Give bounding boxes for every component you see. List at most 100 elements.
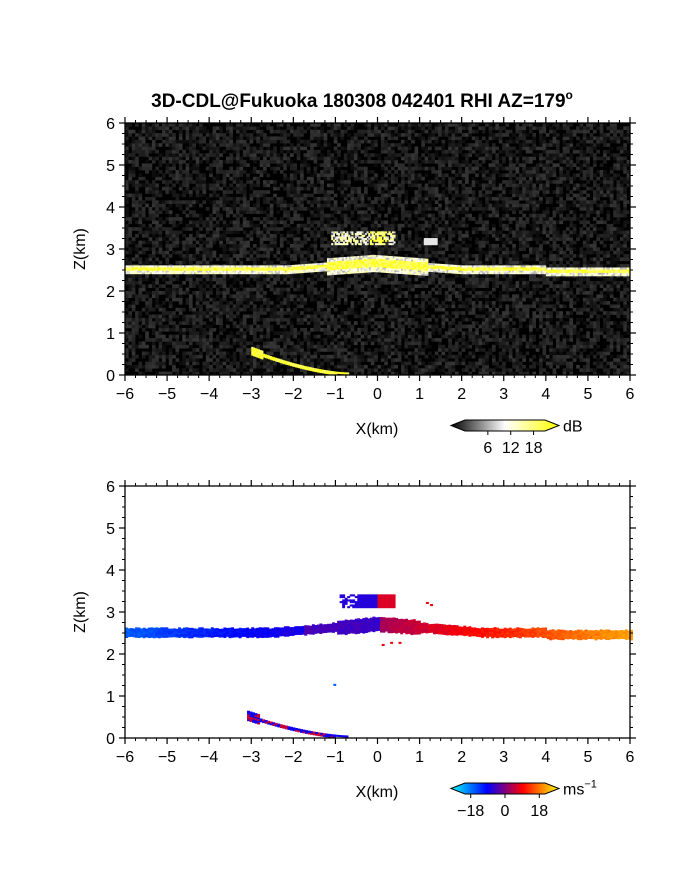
noise-cell: [172, 200, 176, 204]
noise-cell: [182, 354, 186, 359]
noise-cell: [407, 133, 412, 137]
noise-cell: [266, 344, 271, 349]
noise-cell: [384, 139, 388, 144]
noise-cell: [162, 156, 166, 161]
noise-cell: [424, 146, 429, 151]
noise-cell: [434, 274, 439, 278]
noise-cell: [438, 327, 442, 332]
noise-cell: [263, 149, 267, 154]
noise-cell: [337, 351, 341, 356]
noise-cell: [185, 173, 190, 178]
noise-cell: [168, 237, 173, 241]
noise-cell: [283, 129, 287, 134]
noise-cell: [441, 304, 446, 309]
noise-cell: [209, 200, 213, 204]
noise-cell: [424, 223, 429, 228]
noise-cell: [303, 368, 308, 372]
noise-cell: [306, 217, 311, 221]
noise-cell: [364, 166, 368, 171]
noise-cell: [360, 139, 365, 144]
noise-cell: [333, 307, 338, 312]
noise-cell: [421, 143, 425, 147]
noise-cell: [215, 307, 220, 312]
noise-cell: [364, 139, 368, 144]
noise-cell: [293, 166, 297, 171]
noise-cell: [417, 126, 422, 131]
noise-cell: [192, 126, 196, 131]
noise-cell: [125, 250, 129, 255]
noise-cell: [458, 284, 462, 288]
noise-cell: [293, 301, 297, 305]
noise-cell: [454, 327, 459, 332]
noise-cell: [303, 338, 308, 342]
noise-cell: [327, 193, 331, 198]
noise-cell: [448, 176, 452, 181]
noise-cell: [401, 331, 405, 335]
noise-cell: [229, 250, 234, 255]
noise-cell: [350, 304, 355, 309]
noise-cell: [380, 176, 385, 181]
noise-cell: [242, 294, 247, 299]
noise-cell: [390, 133, 395, 137]
noise-cell: [428, 190, 432, 194]
noise-cell: [441, 240, 446, 245]
noise-cell: [155, 230, 159, 235]
noise-cell: [337, 166, 341, 171]
noise-cell: [182, 351, 186, 356]
noise-cell: [188, 193, 193, 198]
noise-cell: [448, 334, 452, 339]
noise-cell: [438, 133, 442, 137]
noise-cell: [434, 159, 439, 164]
noise-cell: [333, 338, 338, 342]
noise-cell: [148, 156, 153, 161]
noise-cell: [320, 153, 324, 157]
noise-cell: [347, 203, 351, 208]
noise-cell: [364, 173, 368, 178]
noise-cell: [263, 250, 267, 255]
noise-cell: [411, 338, 415, 342]
noise-cell: [387, 254, 392, 258]
noise-cell: [232, 170, 237, 174]
noise-cell: [441, 301, 446, 305]
noise-cell: [162, 324, 166, 329]
noise-cell: [313, 240, 318, 245]
noise-cell: [226, 227, 230, 231]
noise-cell: [296, 254, 301, 258]
noise-cell: [145, 311, 149, 315]
noise-cell: [461, 274, 466, 278]
noise-cell: [337, 314, 341, 319]
noise-cell: [397, 153, 402, 157]
noise-cell: [350, 237, 355, 241]
noise-cell: [401, 280, 405, 285]
noise-cell: [185, 166, 190, 171]
noise-cell: [438, 210, 442, 215]
noise-cell: [394, 351, 398, 356]
noise-cell: [320, 338, 324, 342]
noise-cell: [151, 331, 156, 335]
noise-cell: [313, 287, 318, 292]
noise-cell: [340, 250, 345, 255]
noise-cell: [401, 364, 405, 369]
noise-cell: [438, 368, 442, 372]
noise-cell: [283, 207, 287, 211]
noise-cell: [222, 233, 227, 238]
noise-cell: [424, 123, 429, 127]
noise-cell: [320, 354, 324, 359]
noise-cell: [182, 321, 186, 325]
noise-cell: [387, 176, 392, 181]
noise-cell: [353, 274, 358, 278]
noise-cell: [141, 129, 146, 134]
noise-cell: [145, 126, 149, 131]
noise-cell: [242, 217, 247, 221]
noise-cell: [226, 364, 230, 369]
noise-cell: [360, 314, 365, 319]
noise-cell: [175, 196, 180, 201]
noise-cell: [145, 307, 149, 312]
noise-cell: [141, 277, 146, 282]
noise-cell: [424, 203, 429, 208]
noise-cell: [438, 207, 442, 211]
noise-cell: [434, 284, 439, 288]
noise-cell: [296, 200, 301, 204]
noise-cell: [454, 129, 459, 134]
noise-cell: [411, 210, 415, 215]
